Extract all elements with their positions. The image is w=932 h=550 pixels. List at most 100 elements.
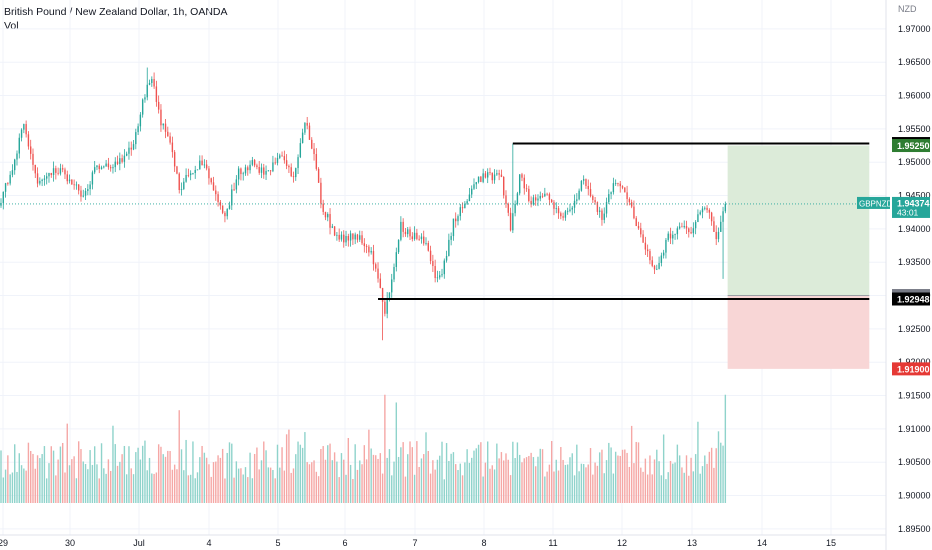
volume-bar bbox=[626, 452, 628, 503]
candle-body bbox=[244, 167, 247, 174]
volume-bar bbox=[347, 437, 350, 503]
volume-bar bbox=[224, 478, 226, 503]
candle-body bbox=[601, 210, 603, 220]
volume-bar bbox=[475, 448, 477, 503]
volume-bar bbox=[173, 464, 176, 503]
volume-bar bbox=[541, 449, 544, 503]
volume-bar bbox=[660, 475, 663, 503]
candle-body bbox=[187, 174, 190, 176]
volume-bar bbox=[130, 468, 132, 503]
volume-bar bbox=[491, 465, 493, 503]
candle-body bbox=[619, 183, 621, 187]
volume-bar bbox=[267, 467, 270, 503]
candle-body bbox=[251, 160, 254, 165]
candle-body bbox=[274, 162, 276, 164]
volume-bar bbox=[715, 448, 717, 503]
volume-bar bbox=[384, 394, 386, 503]
time-tick-label: 14 bbox=[757, 538, 767, 548]
volume-bar bbox=[308, 464, 311, 503]
candle-body bbox=[578, 190, 580, 200]
volume-bar bbox=[98, 478, 100, 503]
candle-body bbox=[681, 226, 683, 228]
candle-body bbox=[347, 236, 350, 241]
volume-bar bbox=[269, 467, 272, 503]
candle-body bbox=[608, 194, 610, 203]
candle-body bbox=[43, 178, 46, 180]
candle-body bbox=[123, 155, 126, 162]
volume-bar bbox=[247, 477, 249, 503]
candle-body bbox=[91, 172, 94, 185]
volume-bar bbox=[16, 471, 18, 503]
volume-bar bbox=[89, 450, 91, 503]
candle-body bbox=[290, 167, 292, 177]
candle-body bbox=[164, 123, 167, 132]
volume-bar bbox=[201, 445, 203, 503]
time-tick-label: 5 bbox=[275, 538, 280, 548]
price-axis-bg bbox=[886, 0, 932, 550]
candle-body bbox=[457, 216, 459, 222]
volume-bar bbox=[77, 441, 80, 503]
volume-bar bbox=[621, 449, 624, 503]
candle-body bbox=[25, 124, 27, 135]
volume-bar bbox=[372, 454, 375, 503]
volume-bar bbox=[633, 463, 635, 503]
candle-body bbox=[473, 184, 475, 189]
time-tick-label: 7 bbox=[412, 538, 417, 548]
volume-bar bbox=[370, 448, 372, 503]
horizontal-levels[interactable] bbox=[0, 142, 886, 300]
candle-body bbox=[640, 228, 642, 235]
volume-bar bbox=[439, 455, 441, 503]
volume-bar bbox=[356, 469, 359, 503]
candle-body bbox=[416, 232, 418, 239]
time-axis[interactable]: 29 30 Jul 4 5 6 7 8 11 12 13 14 15 bbox=[0, 534, 886, 548]
volume-bar bbox=[0, 450, 2, 503]
volume-bar bbox=[487, 441, 489, 503]
price-tick-label: 1.90500 bbox=[898, 457, 931, 467]
volume-bar bbox=[685, 455, 688, 503]
candle-body bbox=[345, 236, 347, 243]
candle-body bbox=[704, 207, 706, 209]
volume-bar bbox=[73, 456, 75, 503]
volume-bar bbox=[112, 425, 114, 503]
candle-body bbox=[171, 142, 174, 153]
volume-bar bbox=[523, 458, 525, 503]
price-axis[interactable]: NZD 1.97000 1.96500 1.96000 1.95500 1.95000 1.… bbox=[857, 0, 932, 550]
volume-bar bbox=[537, 456, 539, 503]
candle-body bbox=[377, 268, 379, 279]
volume-bar bbox=[642, 471, 644, 503]
volume-bar bbox=[176, 469, 178, 503]
volume-bar bbox=[640, 467, 642, 503]
volume-bar bbox=[221, 448, 224, 503]
price-tick-label: 1.97000 bbox=[898, 24, 931, 34]
candle-body bbox=[379, 278, 382, 288]
candle-body bbox=[665, 239, 667, 253]
candle-body bbox=[450, 236, 452, 240]
candle-body bbox=[404, 231, 407, 235]
volume-bar bbox=[128, 446, 130, 503]
candle-body bbox=[688, 228, 690, 233]
volume-bar bbox=[441, 441, 443, 503]
price-tick-label: 1.93500 bbox=[898, 257, 931, 267]
candle-body bbox=[518, 174, 521, 194]
volume-bar bbox=[91, 464, 94, 503]
volume-bar bbox=[210, 476, 212, 503]
time-tick-label: 12 bbox=[617, 538, 627, 548]
candle-body bbox=[169, 136, 171, 143]
candle-body bbox=[114, 161, 116, 168]
candle-body bbox=[407, 229, 409, 235]
volume-bar bbox=[448, 461, 450, 503]
volume-bar bbox=[553, 471, 555, 503]
candle-body bbox=[528, 188, 530, 202]
candle-body bbox=[7, 183, 9, 184]
profit-zone bbox=[727, 145, 870, 296]
candle-body bbox=[685, 226, 688, 229]
volume-bar bbox=[503, 460, 505, 503]
volume-bar bbox=[528, 455, 530, 503]
candle-body bbox=[598, 210, 601, 212]
candle-body bbox=[715, 231, 717, 240]
candle-body bbox=[320, 182, 322, 204]
candle-body bbox=[4, 183, 7, 192]
volume-bar bbox=[471, 457, 473, 503]
candle-body bbox=[112, 167, 114, 169]
